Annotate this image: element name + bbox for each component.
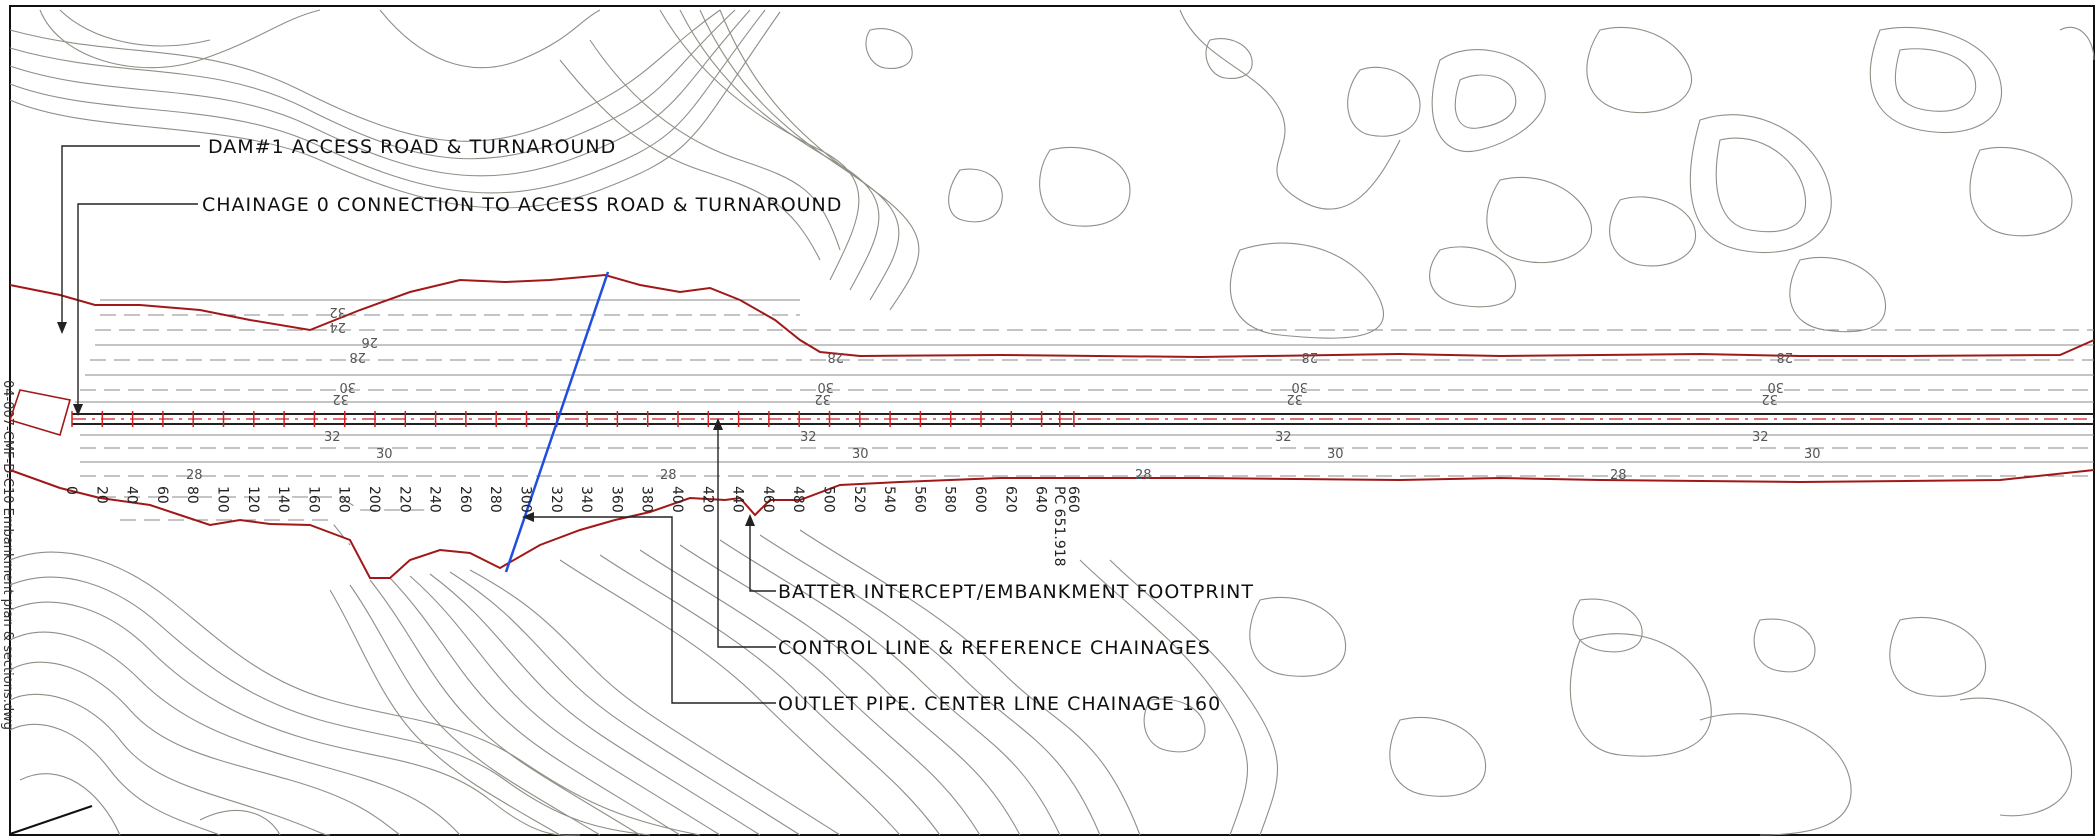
embankment-contours: [75, 299, 2094, 546]
chainage-label: 480: [790, 486, 806, 513]
chainage-label: 320: [548, 486, 564, 513]
ds-elev-28-a: 28: [186, 468, 203, 483]
side-file-label: 04-007-CMF-D-C10 Embankment plan & secti…: [0, 380, 15, 730]
elev-label-28-d: 28: [1776, 349, 1793, 364]
chainage-ticks: [71, 411, 1075, 427]
chainage-label: 620: [1002, 486, 1018, 513]
terrain-contours: [9, 9, 2095, 836]
corner-leader-fragment: [9, 805, 93, 835]
chainage-label: 220: [396, 486, 412, 513]
embankment-footprint: [8, 273, 2095, 579]
elev-label-32-d: 32: [1286, 391, 1303, 406]
chainage-label: 280: [487, 486, 503, 513]
chainage-label: 200: [366, 486, 382, 513]
chainage-label: 260: [457, 486, 473, 513]
ds-elev-30-a: 30: [376, 447, 393, 462]
elev-label-30-a: 30: [339, 379, 356, 394]
chainage-label: 380: [639, 486, 655, 513]
chainage-label: 500: [821, 486, 837, 513]
outlet-pipe-line: [504, 271, 610, 573]
elev-label-32-b: 32: [332, 391, 349, 406]
ds-elev-28-b: 28: [660, 468, 677, 483]
chainage-label: 20: [93, 486, 109, 504]
chainage-label: 240: [427, 486, 443, 513]
chainage-label: 180: [336, 486, 352, 513]
chainage-label: 120: [245, 486, 261, 513]
elev-label-32-c: 32: [814, 391, 831, 406]
callout-chainage-connection: CHAINAGE 0 CONNECTION TO ACCESS ROAD & T…: [202, 194, 842, 216]
elev-label-32-a: 32: [329, 304, 346, 319]
chainage-label: 40: [124, 486, 140, 504]
chainage-label: 580: [942, 486, 958, 513]
ds-elev-32-d: 32: [1752, 430, 1769, 445]
chainage-label: 160: [305, 486, 321, 513]
callout-outlet-pipe: OUTLET PIPE. CENTER LINE CHAINAGE 160: [778, 693, 1221, 715]
chainage-label: 60: [154, 486, 170, 504]
ds-elev-32-b: 32: [800, 430, 817, 445]
ds-elev-30-b: 30: [852, 447, 869, 462]
elev-label-26: 26: [361, 334, 378, 349]
elev-label-30-c: 30: [1291, 379, 1308, 394]
downstream-elevation-labels: 32 30 28 32 30 28 32 30 28 32 30 28: [186, 430, 1821, 483]
elev-label-28-a: 28: [349, 349, 366, 364]
upstream-elevation-labels: 24 26 32 28 30 32 28 30 32 28 30 32 28 3…: [329, 304, 1793, 406]
chainage-label: 360: [608, 486, 624, 513]
ds-elev-32-a: 32: [324, 430, 341, 445]
ds-elev-32-c: 32: [1275, 430, 1292, 445]
chainage-label: 460: [760, 486, 776, 513]
callout-leaders: [61, 145, 776, 704]
callout-control-line: CONTROL LINE & REFERENCE CHAINAGES: [778, 637, 1211, 659]
elev-label-24: 24: [329, 319, 346, 334]
chainage-label: 560: [911, 486, 927, 513]
chainage-label: 640: [1033, 486, 1049, 513]
chainage-label: 440: [730, 486, 746, 513]
ds-elev-30-c: 30: [1327, 447, 1344, 462]
chainage-label: 660: [1065, 486, 1081, 513]
callout-batter-intercept: BATTER INTERCEPT/EMBANKMENT FOOTPRINT: [778, 581, 1254, 603]
chainage-label: 540: [881, 486, 897, 513]
callout-arrowheads: [57, 322, 755, 526]
chainage-labels: 0 20 40 60 80 100 120 140 160 180 200 220 240 260 280 3…: [63, 486, 1081, 567]
callout-dam-access: DAM#1 ACCESS ROAD & TURNAROUND: [208, 136, 616, 158]
elev-label-28-b: 28: [827, 349, 844, 364]
chainage-label: 140: [275, 486, 291, 513]
ds-elev-28-c: 28: [1135, 468, 1152, 483]
chainage-label: PC 651.918: [1051, 486, 1067, 567]
elev-label-30-b: 30: [817, 379, 834, 394]
chainage-label: 420: [699, 486, 715, 513]
chainage-label: 300: [518, 486, 534, 513]
chainage-label: 600: [972, 486, 988, 513]
chainage-label: 400: [669, 486, 685, 513]
elev-label-28-c: 28: [1301, 349, 1318, 364]
elev-label-30-d: 30: [1767, 379, 1784, 394]
ds-elev-30-d: 30: [1804, 447, 1821, 462]
chainage-label: 520: [851, 486, 867, 513]
chainage-label: 100: [215, 486, 231, 513]
chainage-label: 340: [578, 486, 594, 513]
chainage-label: 0: [63, 486, 79, 495]
control-line: [72, 413, 2094, 425]
elev-label-32-e: 32: [1761, 391, 1778, 406]
chainage-label: 80: [184, 486, 200, 504]
ds-elev-28-d: 28: [1610, 468, 1627, 483]
